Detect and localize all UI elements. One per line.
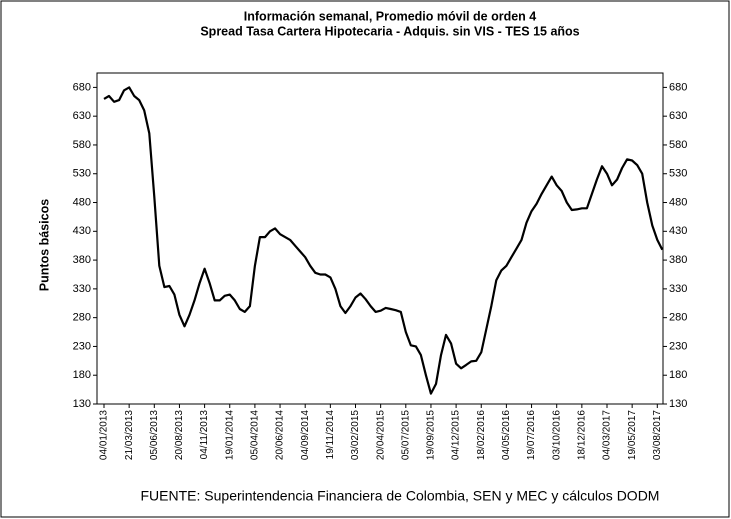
- x-tick-label: 05/06/2013: [149, 410, 160, 460]
- x-tick-label: 20/06/2014: [275, 410, 286, 460]
- y2-tick-label: 630: [669, 110, 687, 122]
- y2-tick-label: 330: [669, 283, 687, 295]
- x-tick-label: 03/08/2017: [652, 410, 663, 460]
- y2-tick-label: 580: [669, 139, 687, 151]
- x-tick-label: 04/09/2014: [300, 410, 311, 460]
- y-tick-label: 130: [73, 398, 91, 410]
- x-tick-label: 04/03/2017: [602, 410, 613, 460]
- x-tick-label: 19/01/2014: [224, 410, 235, 460]
- y2-tick-label: 230: [669, 340, 687, 352]
- x-tick-label: 19/09/2015: [426, 410, 437, 460]
- y2-tick-label: 280: [669, 312, 687, 324]
- y-tick-label: 430: [73, 225, 91, 237]
- y2-tick-label: 380: [669, 254, 687, 266]
- chart-title: Información semanal, Promedio móvil de o…: [244, 9, 536, 23]
- x-tick-label: 19/11/2014: [325, 410, 336, 460]
- y2-tick-label: 130: [669, 398, 687, 410]
- x-tick-label: 20/04/2015: [375, 410, 386, 460]
- y-tick-label: 380: [73, 254, 91, 266]
- x-tick-label: 04/11/2013: [199, 410, 210, 460]
- y-tick-label: 530: [73, 168, 91, 180]
- y-tick-label: 630: [73, 110, 91, 122]
- x-tick-label: 19/07/2016: [526, 410, 537, 460]
- y2-tick-label: 180: [669, 369, 687, 381]
- x-tick-label: 04/05/2016: [501, 410, 512, 460]
- x-tick-label: 18/02/2016: [476, 410, 487, 460]
- y-axis-label: Puntos básicos: [37, 199, 51, 291]
- y-tick-label: 680: [73, 81, 91, 93]
- x-tick-label: 20/08/2013: [174, 410, 185, 460]
- y-tick-label: 580: [73, 139, 91, 151]
- y-tick-label: 230: [73, 340, 91, 352]
- series-line: [103, 86, 664, 395]
- x-tick-label: 05/07/2015: [400, 410, 411, 460]
- y-tick-label: 330: [73, 283, 91, 295]
- x-tick-label: 05/04/2014: [250, 410, 261, 460]
- x-tick-label: 04/12/2015: [451, 410, 462, 460]
- x-tick-label: 19/05/2017: [627, 410, 638, 460]
- y-tick-label: 180: [73, 369, 91, 381]
- y2-tick-label: 530: [669, 168, 687, 180]
- y2-tick-label: 480: [669, 196, 687, 208]
- x-tick-label: 03/02/2015: [350, 410, 361, 460]
- y2-tick-label: 430: [669, 225, 687, 237]
- x-tick-label: 03/10/2016: [551, 410, 562, 460]
- chart-subtitle: Spread Tasa Cartera Hipotecaria - Adquis…: [200, 24, 579, 38]
- y-tick-label: 280: [73, 312, 91, 324]
- source: FUENTE: Superintendencia Financiera de C…: [141, 488, 660, 504]
- x-tick-label: 18/12/2016: [576, 410, 587, 460]
- y-tick-label: 480: [73, 196, 91, 208]
- x-tick-label: 21/03/2013: [124, 410, 135, 460]
- y2-tick-label: 680: [669, 81, 687, 93]
- plot-area: [96, 72, 664, 405]
- x-tick-label: 04/01/2013: [99, 410, 110, 460]
